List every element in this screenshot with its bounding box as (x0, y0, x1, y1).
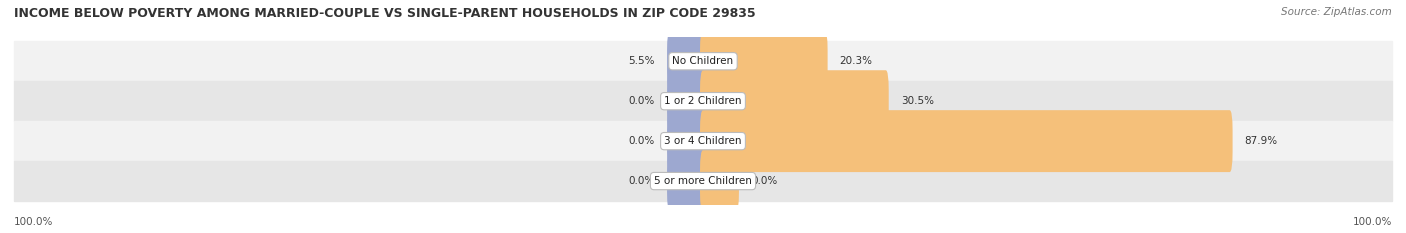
Bar (14, 81, 1392, 121)
FancyBboxPatch shape (700, 70, 889, 132)
Text: 30.5%: 30.5% (901, 96, 934, 106)
Text: 5.5%: 5.5% (628, 56, 655, 66)
FancyBboxPatch shape (700, 110, 1233, 172)
Text: 0.0%: 0.0% (751, 176, 778, 186)
Text: 100.0%: 100.0% (14, 217, 53, 227)
Text: Source: ZipAtlas.com: Source: ZipAtlas.com (1281, 7, 1392, 17)
FancyBboxPatch shape (700, 150, 740, 212)
FancyBboxPatch shape (666, 30, 706, 92)
Text: 0.0%: 0.0% (628, 136, 655, 146)
Bar (14, 161, 1392, 201)
Text: INCOME BELOW POVERTY AMONG MARRIED-COUPLE VS SINGLE-PARENT HOUSEHOLDS IN ZIP COD: INCOME BELOW POVERTY AMONG MARRIED-COUPL… (14, 7, 755, 20)
Text: 3 or 4 Children: 3 or 4 Children (664, 136, 742, 146)
Bar (14, 121, 1392, 161)
FancyBboxPatch shape (666, 70, 706, 132)
Text: 5 or more Children: 5 or more Children (654, 176, 752, 186)
Text: 87.9%: 87.9% (1244, 136, 1278, 146)
FancyBboxPatch shape (666, 110, 706, 172)
FancyBboxPatch shape (666, 150, 706, 212)
Text: 20.3%: 20.3% (839, 56, 873, 66)
Text: No Children: No Children (672, 56, 734, 66)
Text: 100.0%: 100.0% (1353, 217, 1392, 227)
Bar (14, 41, 1392, 81)
Text: 0.0%: 0.0% (628, 176, 655, 186)
Text: 1 or 2 Children: 1 or 2 Children (664, 96, 742, 106)
Text: 0.0%: 0.0% (628, 96, 655, 106)
FancyBboxPatch shape (700, 30, 828, 92)
